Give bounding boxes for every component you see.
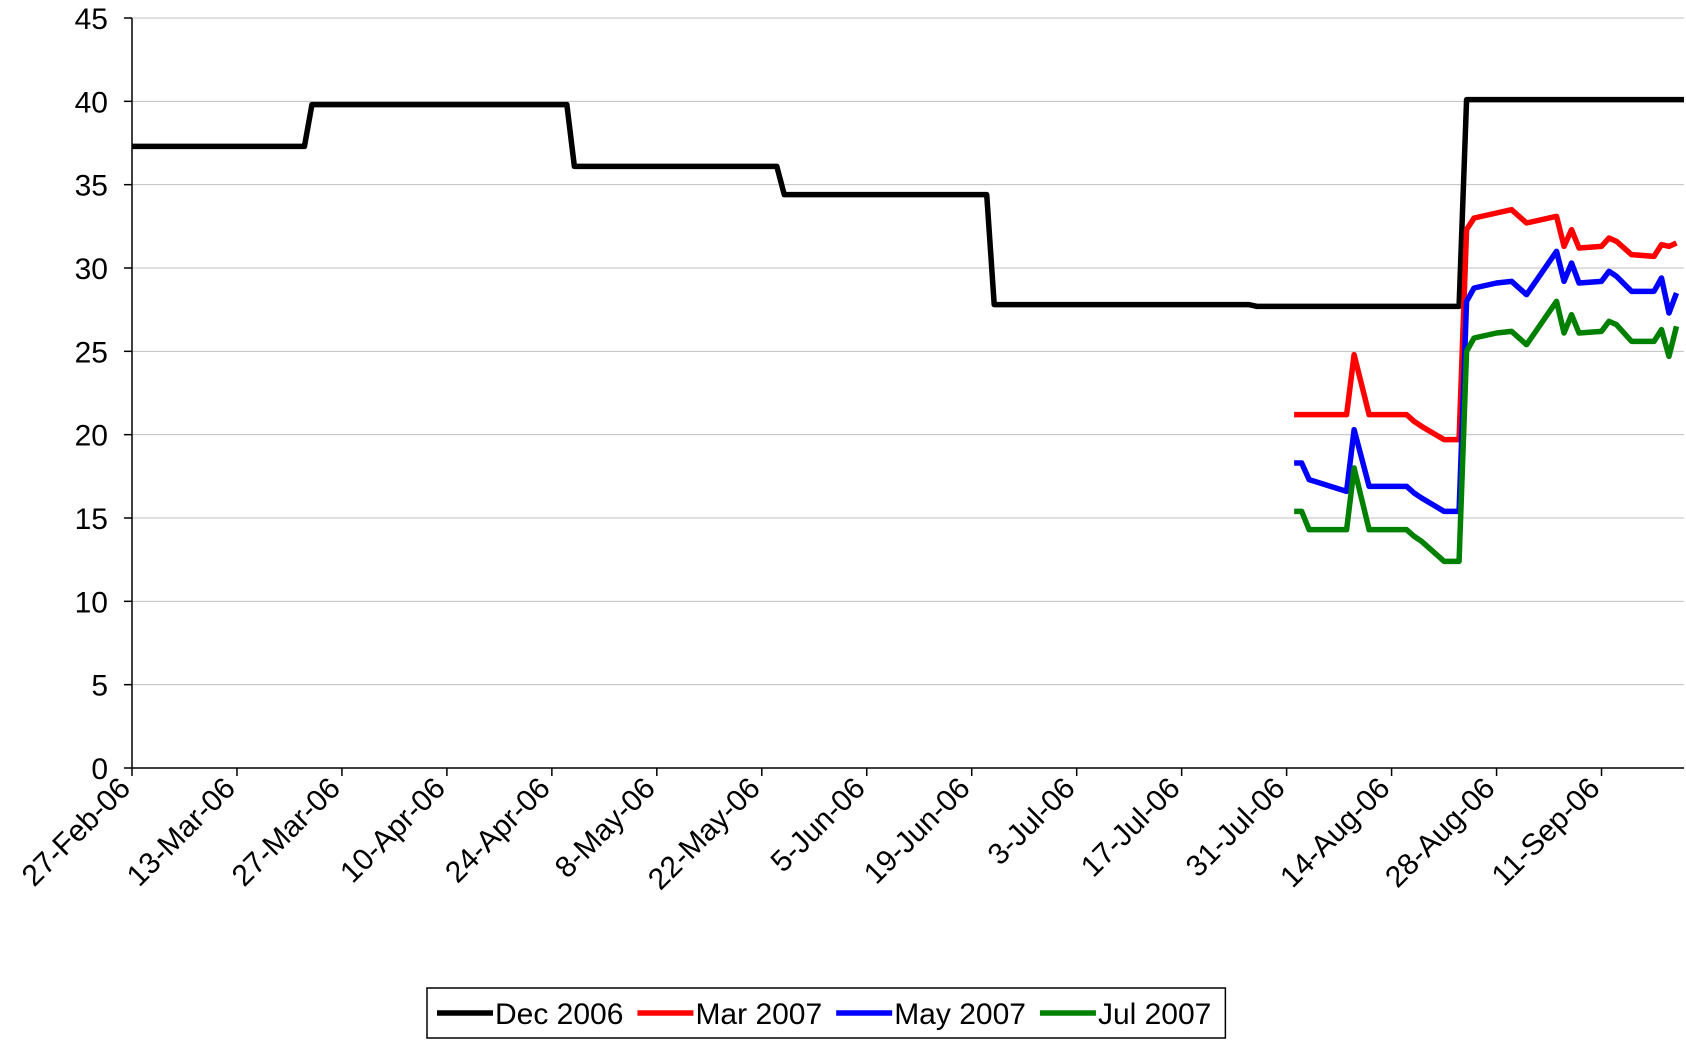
y-tick-label: 30 — [75, 253, 108, 286]
y-tick-label: 35 — [75, 170, 108, 203]
y-tick-label: 5 — [91, 670, 108, 703]
x-tick-label: 11-Sep-06 — [1486, 772, 1607, 893]
legend-label: Jul 2007 — [1098, 998, 1211, 1031]
x-tick-label: 22-May-06 — [642, 772, 767, 897]
x-tick-label: 31-Jul-06 — [1180, 772, 1292, 884]
y-tick-label: 20 — [75, 420, 108, 453]
x-tick-label: 10-Apr-06 — [334, 772, 452, 890]
legend-box — [426, 987, 1227, 1039]
y-tick-label: 25 — [75, 336, 108, 369]
x-tick-label: 14-Aug-06 — [1274, 772, 1396, 894]
x-tick-label: 17-Jul-06 — [1075, 772, 1187, 884]
x-tick-label: 5-Jun-06 — [765, 772, 872, 879]
legend-label: Dec 2006 — [495, 998, 623, 1031]
x-tick-label: 27-Mar-06 — [226, 772, 347, 893]
y-tick-label: 45 — [75, 3, 108, 36]
x-tick-label: 24-Apr-06 — [439, 772, 557, 890]
y-tick-label: 10 — [75, 586, 108, 619]
legend: Dec 2006 Mar 2007 May 2007 Jul 2007 — [426, 987, 1227, 1039]
x-tick-label: 27-Feb-06 — [16, 772, 137, 893]
series-line — [1294, 206, 1678, 443]
y-tick-label: 15 — [75, 503, 108, 536]
y-tick-label: 40 — [75, 86, 108, 119]
series-line — [1294, 298, 1680, 565]
series-line — [132, 96, 1684, 310]
legend-label: Mar 2007 — [695, 998, 822, 1031]
legend-label: May 2007 — [894, 998, 1026, 1031]
series-line — [1294, 248, 1680, 515]
x-tick-label: 19-Jun-06 — [858, 772, 977, 891]
y-tick-label: 0 — [91, 753, 108, 786]
x-tick-label: 3-Jul-06 — [982, 772, 1082, 872]
x-tick-label: 13-Mar-06 — [121, 772, 242, 893]
x-tick-label: 8-May-06 — [549, 772, 662, 885]
x-tick-label: 28-Aug-06 — [1379, 772, 1501, 894]
